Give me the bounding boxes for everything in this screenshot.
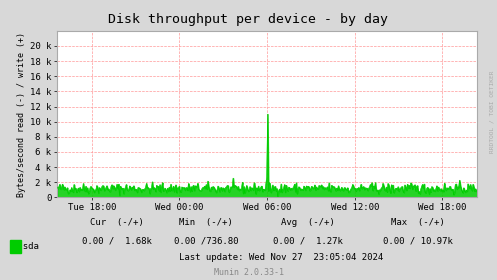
Text: sda: sda (12, 242, 39, 251)
Text: Munin 2.0.33-1: Munin 2.0.33-1 (214, 268, 283, 277)
Text: 0.00 /  1.68k: 0.00 / 1.68k (82, 237, 152, 246)
Text: Min  (-/+): Min (-/+) (179, 218, 233, 227)
Text: 0.00 /  1.27k: 0.00 / 1.27k (273, 237, 343, 246)
Text: RRDTOOL / TOBI OETIKER: RRDTOOL / TOBI OETIKER (490, 71, 495, 153)
Text: Avg  (-/+): Avg (-/+) (281, 218, 335, 227)
Y-axis label: Bytes/second read (-) / write (+): Bytes/second read (-) / write (+) (17, 32, 26, 197)
Text: Max  (-/+): Max (-/+) (391, 218, 444, 227)
Text: Cur  (-/+): Cur (-/+) (90, 218, 144, 227)
Text: 0.00 / 10.97k: 0.00 / 10.97k (383, 237, 452, 246)
Text: 0.00 /736.80: 0.00 /736.80 (174, 237, 239, 246)
Text: Last update: Wed Nov 27  23:05:04 2024: Last update: Wed Nov 27 23:05:04 2024 (179, 253, 383, 262)
Text: Disk throughput per device - by day: Disk throughput per device - by day (108, 13, 389, 25)
